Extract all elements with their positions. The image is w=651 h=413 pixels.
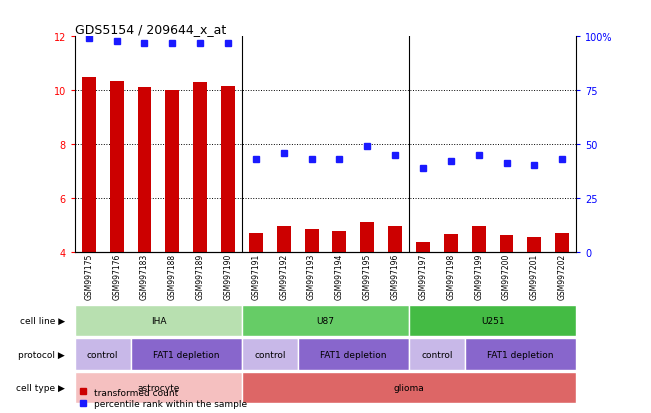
Bar: [409, 339, 465, 370]
Bar: [75, 339, 131, 370]
Bar: [360, 222, 374, 252]
Bar: [82, 78, 96, 252]
Bar: [109, 81, 124, 252]
Text: U251: U251: [481, 317, 505, 325]
Text: control: control: [421, 350, 452, 358]
Text: protocol ▶: protocol ▶: [18, 350, 65, 358]
Bar: [277, 226, 291, 252]
Text: FAT1 depletion: FAT1 depletion: [487, 350, 554, 358]
Bar: [221, 87, 235, 252]
Bar: [193, 83, 207, 252]
Legend: transformed count, percentile rank within the sample: transformed count, percentile rank withi…: [79, 388, 247, 408]
Text: control: control: [254, 350, 286, 358]
Bar: [444, 235, 458, 252]
Bar: [472, 226, 486, 252]
Text: glioma: glioma: [394, 383, 424, 392]
Bar: [388, 226, 402, 252]
Text: IHA: IHA: [150, 317, 166, 325]
Bar: [137, 88, 152, 252]
Bar: [242, 339, 298, 370]
Text: astrocyte: astrocyte: [137, 383, 180, 392]
Bar: [165, 91, 179, 252]
Bar: [242, 306, 409, 337]
Text: cell line ▶: cell line ▶: [20, 317, 65, 325]
Bar: [131, 339, 242, 370]
Bar: [409, 306, 576, 337]
Text: U87: U87: [316, 317, 335, 325]
Bar: [499, 236, 514, 252]
Bar: [242, 372, 576, 403]
Bar: [75, 372, 242, 403]
Text: FAT1 depletion: FAT1 depletion: [320, 350, 387, 358]
Bar: [465, 339, 576, 370]
Text: control: control: [87, 350, 118, 358]
Bar: [555, 233, 569, 252]
Bar: [75, 306, 242, 337]
Bar: [305, 229, 318, 252]
Text: FAT1 depletion: FAT1 depletion: [153, 350, 219, 358]
Bar: [333, 232, 346, 252]
Bar: [416, 242, 430, 252]
Bar: [249, 233, 263, 252]
Bar: [298, 339, 409, 370]
Text: GDS5154 / 209644_x_at: GDS5154 / 209644_x_at: [75, 23, 226, 36]
Bar: [527, 237, 542, 252]
Text: cell type ▶: cell type ▶: [16, 383, 65, 392]
